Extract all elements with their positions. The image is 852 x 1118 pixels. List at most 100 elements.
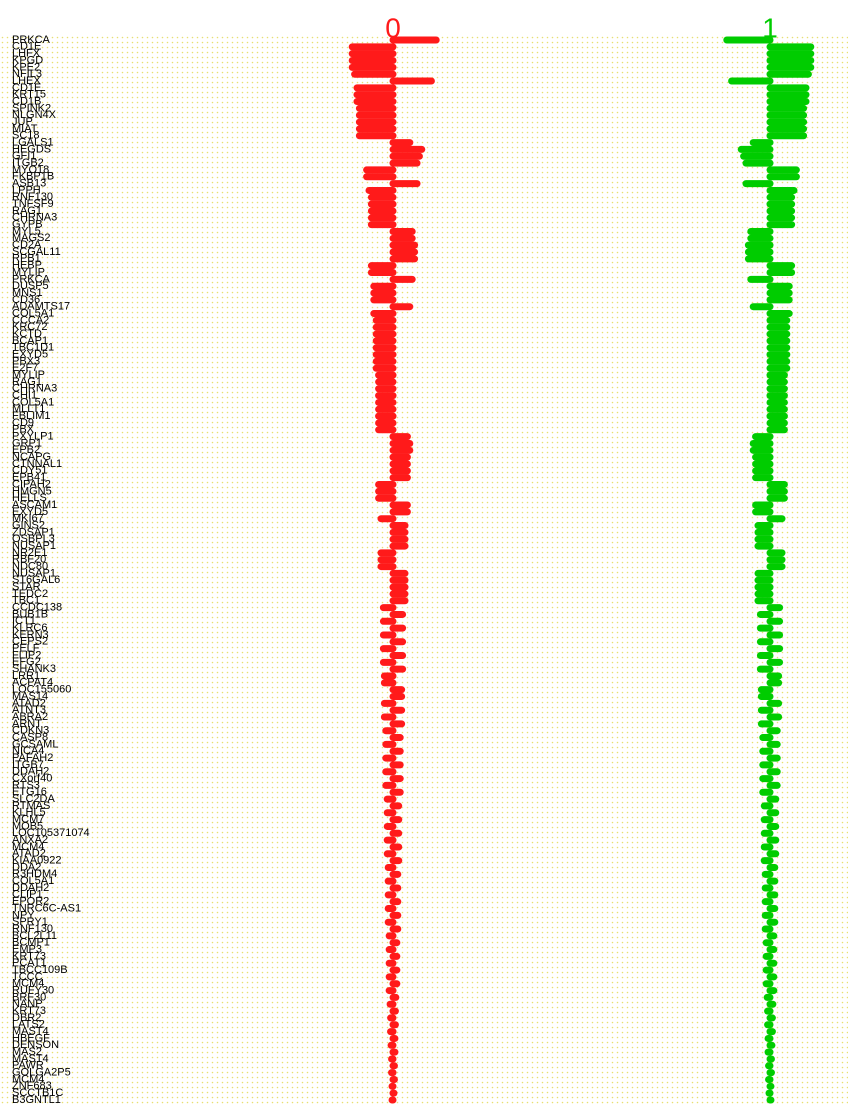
gene-label: TNFSF9 xyxy=(12,198,54,210)
gene-label: FBLIM1 xyxy=(12,410,51,422)
gene-label: CD9 xyxy=(12,417,34,429)
gene-label: RAG1 xyxy=(12,376,42,388)
gene-label: HEGDS xyxy=(12,143,51,155)
gene-label: MAST4 xyxy=(12,1026,49,1038)
gene-label: GYPB xyxy=(12,219,43,231)
gene-label: EPOR2 xyxy=(12,896,49,908)
gene-label: NPY xyxy=(12,909,35,921)
gene-label: HMGN5 xyxy=(12,485,52,497)
gene-label: SPINK2 xyxy=(12,102,51,114)
gene-label: MAGS2 xyxy=(12,232,51,244)
gene-label: CCCA2 xyxy=(12,314,49,326)
gene-label: GFI1 xyxy=(12,150,36,162)
gene-label: ACPAT4 xyxy=(12,677,53,689)
gene-label: CHRNA3 xyxy=(12,383,57,395)
gene-label: KPGD xyxy=(12,54,43,66)
gene-label: ASCAM1 xyxy=(12,499,57,511)
gene-label: KPE2 xyxy=(12,61,40,73)
gene-label: KRT15 xyxy=(12,89,46,101)
gene-label: CD36 xyxy=(12,294,40,306)
gene-label: NUSAP1 xyxy=(12,567,56,579)
gene-label: ITGB7 xyxy=(12,759,44,771)
gene-label: GRP1 xyxy=(12,437,42,449)
gene-label: PELF xyxy=(12,643,40,655)
gene-label: DUSP5 xyxy=(12,280,49,292)
gene-label: LGALS1 xyxy=(12,136,54,148)
gene-label: CXorf40 xyxy=(12,772,52,784)
gene-label: KLHL5 xyxy=(12,807,46,819)
gene-label: R3HDM4 xyxy=(12,868,57,880)
gene-label: KRT73 xyxy=(12,950,46,962)
gene-label: ANXA2 xyxy=(12,834,48,846)
gene-label: MCM4 xyxy=(12,1073,44,1085)
gene-label: MYLIP xyxy=(12,266,45,278)
gene-label: FLIP2 xyxy=(12,649,41,661)
gene-label: TBC1 xyxy=(12,595,40,607)
gene-label: HELLS xyxy=(12,492,47,504)
gene-label: MOB5 xyxy=(12,820,43,832)
gene-label: NCAPG xyxy=(12,451,51,463)
gene-label: PAWR xyxy=(12,1060,44,1072)
gene-label: CEPS2 xyxy=(12,636,48,648)
gene-label: CDY51 xyxy=(12,465,47,477)
gene-label: DDA2 xyxy=(12,861,41,873)
gene-label: NUSAP1 xyxy=(12,540,56,552)
gene-label: EFG2 xyxy=(12,656,41,668)
gene-label: KRT73 xyxy=(12,1005,46,1017)
gene-label: EMP3 xyxy=(12,943,42,955)
gene-label: MCM4 xyxy=(12,978,44,990)
gene-label: KRC72 xyxy=(12,321,47,333)
gene-label: PRKCA xyxy=(12,273,51,285)
gene-label: B3GNTL1 xyxy=(12,1094,61,1106)
gene-label: SHANK3 xyxy=(12,663,56,675)
gene-label: PXYLP1 xyxy=(12,431,54,443)
gene-label: RNF130 xyxy=(12,923,53,935)
gene-label: MLLT1 xyxy=(12,403,45,415)
gene-label: ATNT3 xyxy=(12,704,46,716)
gene-label: CD1E xyxy=(12,41,41,53)
gene-label: ATAD2 xyxy=(12,697,46,709)
gene-label: ATAD2 xyxy=(12,848,46,860)
gene-label: RTMAS xyxy=(12,800,50,812)
gene-label: CHI1 xyxy=(12,390,37,402)
gene-label: EPB41 xyxy=(12,472,46,484)
gene-label: CASP8 xyxy=(12,731,48,743)
gene-label: CCDC138 xyxy=(12,602,62,614)
gene-label: CHRNA3 xyxy=(12,212,57,224)
gene-label: LATS2 xyxy=(12,1019,45,1031)
gene-label: PBX xyxy=(12,424,35,436)
class-label: 1 xyxy=(762,12,778,43)
gene-label: MCM4 xyxy=(12,841,44,853)
gene-label: RUFY30 xyxy=(12,984,54,996)
dotted-background xyxy=(0,34,848,1106)
gene-label: KLRC6 xyxy=(12,622,47,634)
gene-label: MAST4 xyxy=(12,1053,49,1065)
gene-label: LOC155060 xyxy=(12,684,71,696)
gene-label: COL5A1 xyxy=(12,396,54,408)
gene-label: NANP xyxy=(12,998,43,1010)
gene-label: MYLIP xyxy=(12,369,45,381)
gene-label: CIPAH2 xyxy=(12,478,51,490)
gene-label: BCAP1 xyxy=(12,335,48,347)
class-label: 0 xyxy=(385,12,401,43)
gene-label: ASB13 xyxy=(12,178,46,190)
gene-label: HEBP xyxy=(12,260,42,272)
gene-label: DDAH2 xyxy=(12,882,49,894)
gene-label: CTNNAL1 xyxy=(12,458,62,470)
gene-label: SC18 xyxy=(12,130,40,142)
gene-label: EXYD5 xyxy=(12,506,48,518)
gene-label: NDC80 xyxy=(12,560,48,572)
gene-label: LPPH xyxy=(12,184,41,196)
gene-label: KERN3 xyxy=(12,629,49,641)
gene-label: ABRA2 xyxy=(12,711,48,723)
gene-label: MAS14 xyxy=(12,690,48,702)
gene-label: CLIP1 xyxy=(12,889,43,901)
gene-label: COL5A1 xyxy=(12,875,54,887)
gene-label: PRKCA xyxy=(12,34,51,46)
gene-label: EPB2 xyxy=(12,444,40,456)
gene-label: DDAH2 xyxy=(12,766,49,778)
gene-label: GINS2 xyxy=(12,519,45,531)
gene-label: TCCC xyxy=(12,971,43,983)
gene-label: GOLGA2P5 xyxy=(12,1067,71,1079)
